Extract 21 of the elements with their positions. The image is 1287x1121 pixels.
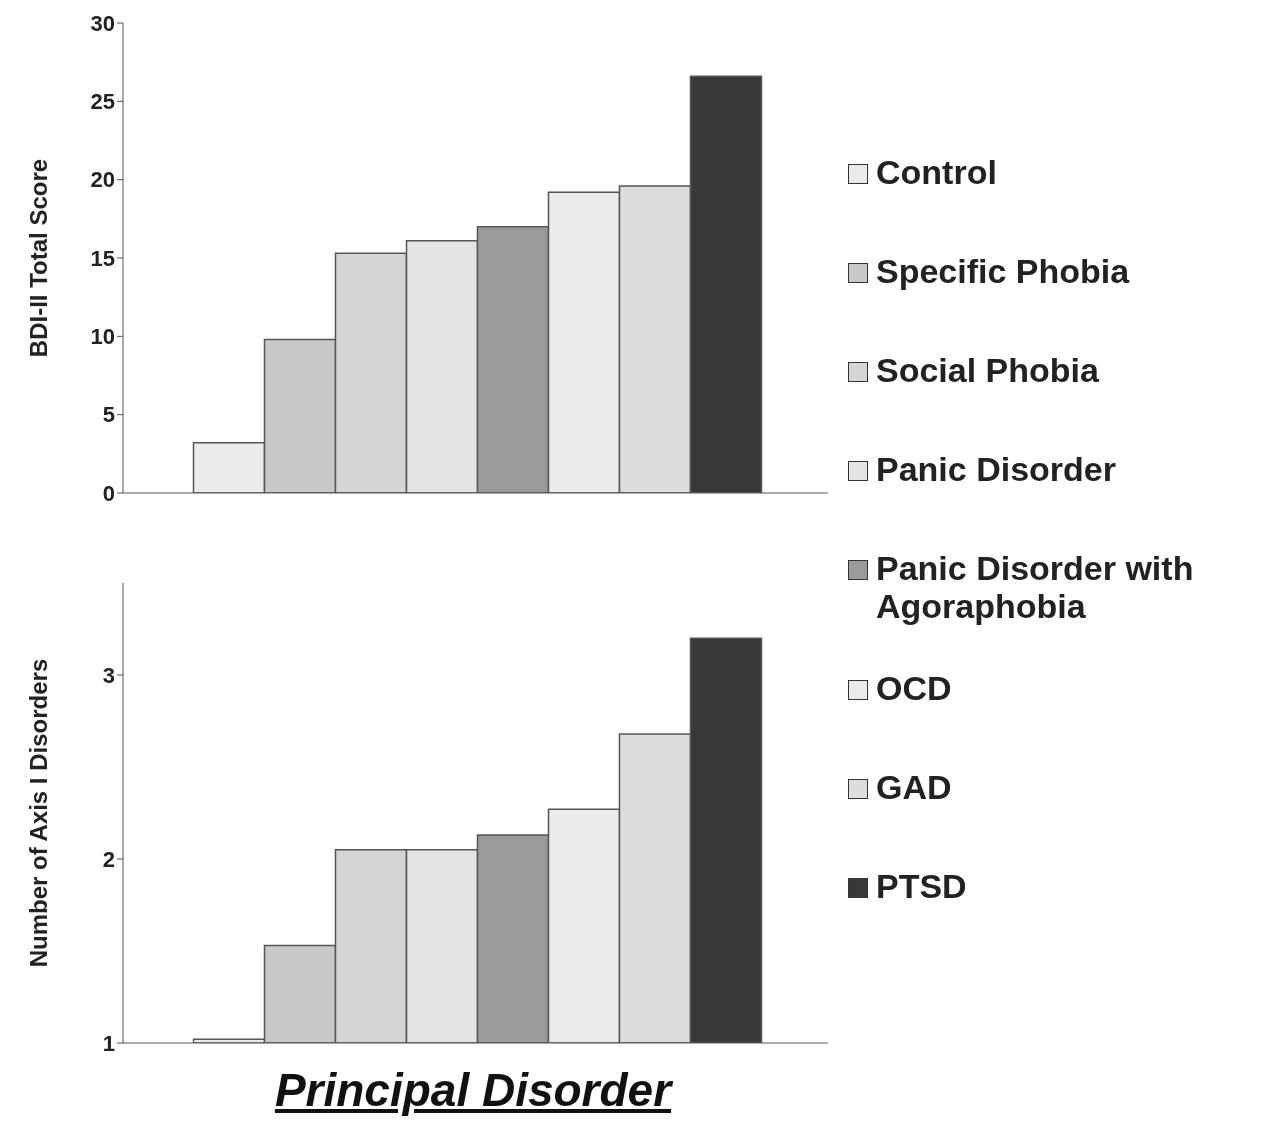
legend-label: Social Phobia xyxy=(876,351,1100,389)
y-tick-label: 15 xyxy=(90,245,115,271)
legend-label: Panic Disorder with Agoraphobia xyxy=(876,549,1195,625)
legend-label: Control xyxy=(876,153,998,191)
y-tick-label: 10 xyxy=(90,324,115,350)
y-axis-title: BDI-II Total Score xyxy=(24,158,52,358)
y-tick-label: 20 xyxy=(90,167,115,193)
y-tick-label: 25 xyxy=(90,89,115,115)
y-tick-label: 30 xyxy=(90,10,115,36)
legend-label: GAD xyxy=(876,768,953,806)
legend-label: PTSD xyxy=(876,867,968,905)
y-tick-label: 3 xyxy=(102,662,115,688)
y-tick-label: 2 xyxy=(102,846,115,872)
legend-label: OCD xyxy=(876,669,953,707)
legend-label: Specific Phobia xyxy=(876,252,1131,290)
y-tick-label: 0 xyxy=(102,480,115,506)
y-axis-title: Number of Axis I Disorders xyxy=(24,658,52,968)
y-tick-label: 1 xyxy=(102,1030,115,1056)
y-tick-label: 5 xyxy=(102,402,115,428)
x-axis-title: Principal Disorder xyxy=(273,1063,674,1117)
legend-label: Panic Disorder xyxy=(876,450,1117,488)
